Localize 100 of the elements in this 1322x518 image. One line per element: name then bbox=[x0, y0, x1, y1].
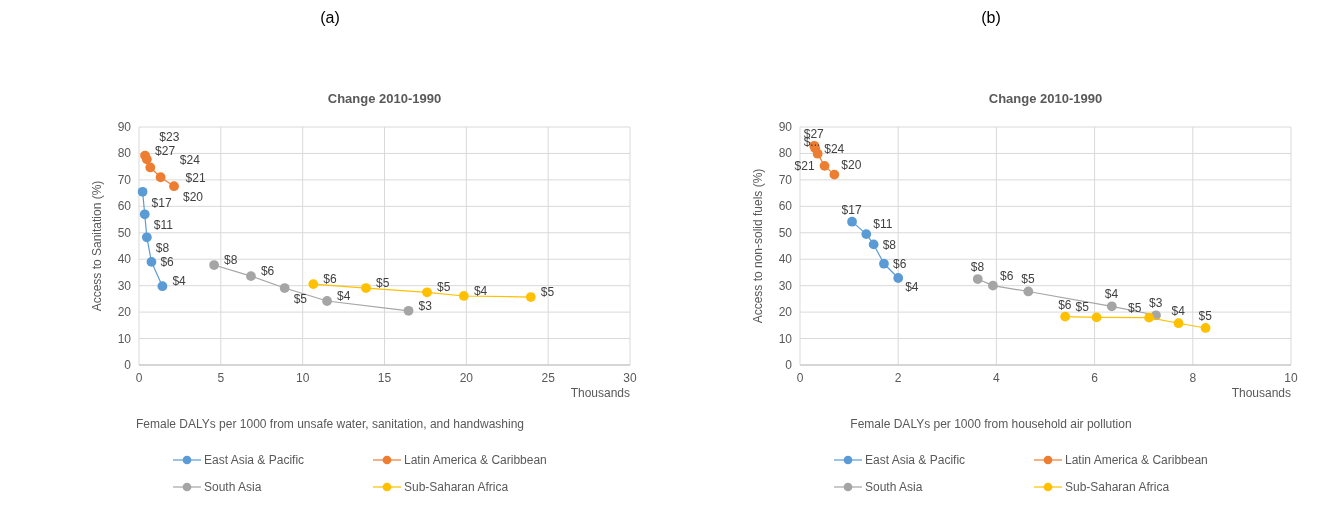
point bbox=[868, 239, 879, 250]
point bbox=[279, 283, 290, 293]
text: (b) bbox=[981, 9, 1001, 26]
point bbox=[308, 279, 319, 289]
annotation: $20 bbox=[183, 190, 204, 205]
point bbox=[209, 260, 220, 270]
y-tick-label: 70 bbox=[117, 172, 132, 187]
y-tick-label: 70 bbox=[778, 172, 793, 187]
annotation: $6 bbox=[892, 257, 907, 272]
y-tick-label: 30 bbox=[117, 278, 132, 293]
annotation: $11 bbox=[153, 218, 174, 233]
annotation: $21 bbox=[794, 159, 815, 174]
legend-label: Sub-Saharan Africa bbox=[404, 480, 509, 494]
text: (a) bbox=[320, 9, 340, 26]
point bbox=[141, 232, 152, 243]
annotation: $5 bbox=[437, 280, 451, 295]
y-tick-label: 60 bbox=[778, 199, 793, 214]
point bbox=[1060, 311, 1071, 322]
point bbox=[861, 229, 872, 239]
point bbox=[1144, 312, 1154, 323]
annotation: $6 bbox=[160, 255, 175, 270]
x-tick-label: 30 bbox=[623, 371, 637, 385]
point bbox=[139, 209, 150, 220]
point bbox=[525, 292, 536, 302]
annotation: $4 bbox=[905, 280, 919, 294]
point bbox=[812, 148, 823, 159]
x-tick-label: 10 bbox=[1284, 371, 1298, 385]
y-tick-label: 0 bbox=[124, 358, 132, 372]
annotation: $20 bbox=[841, 157, 862, 172]
x-tick-label: 2 bbox=[894, 371, 902, 385]
text: Thousands bbox=[1231, 386, 1291, 400]
annotation: $6 bbox=[260, 264, 275, 279]
annotation: $24 bbox=[179, 152, 201, 167]
annotation: $4 bbox=[172, 274, 187, 289]
annotation: $17 bbox=[841, 202, 862, 217]
point bbox=[1106, 301, 1117, 312]
point bbox=[988, 280, 998, 291]
point bbox=[169, 181, 179, 192]
point bbox=[146, 256, 157, 267]
legend-label: East Asia & Pacific bbox=[865, 453, 966, 467]
legend-label: Latin America & Caribbean bbox=[404, 453, 547, 467]
point bbox=[972, 274, 983, 284]
y-tick-label: 10 bbox=[778, 331, 793, 346]
y-axis-title: Access to non-solid fuels (%) bbox=[751, 168, 765, 324]
legend-label: East Asia & Pacific bbox=[204, 453, 305, 467]
y-tick-label: 20 bbox=[117, 305, 132, 320]
annotation: $6 bbox=[999, 268, 1014, 283]
y-tick-label: 80 bbox=[778, 146, 793, 161]
point bbox=[422, 287, 432, 298]
y-tick-label: 60 bbox=[117, 199, 132, 214]
point bbox=[829, 169, 840, 180]
annotation: $6 bbox=[323, 272, 337, 287]
annotation: $24 bbox=[824, 141, 845, 156]
annotation: $27 bbox=[155, 143, 176, 158]
x-tick-label: 4 bbox=[993, 371, 1001, 385]
point bbox=[361, 283, 371, 293]
annotation: $8 bbox=[155, 241, 170, 256]
annotation: $5 bbox=[376, 276, 390, 291]
y-tick-label: 50 bbox=[778, 225, 793, 240]
annotation: $5 bbox=[540, 285, 555, 300]
chart-title: Change 2010-1990 bbox=[988, 91, 1103, 106]
point bbox=[145, 162, 156, 173]
y-tick-label: 20 bbox=[778, 305, 793, 320]
point bbox=[403, 305, 414, 316]
point bbox=[893, 273, 904, 283]
x-tick-label: 0 bbox=[796, 371, 804, 385]
y-tick-label: 90 bbox=[778, 120, 793, 134]
x-tick-label: 8 bbox=[1189, 371, 1197, 385]
annotation: $11 bbox=[873, 217, 893, 232]
legend-label: South Asia bbox=[204, 480, 262, 494]
x-tick-label: 15 bbox=[377, 371, 392, 385]
point bbox=[847, 216, 857, 227]
y-tick-label: 50 bbox=[117, 225, 132, 240]
point bbox=[1200, 323, 1211, 333]
x-axis-title: Female DALYs per 1000 from unsafe water, sanitation, and handwashing bbox=[135, 417, 525, 431]
annotation: $23 bbox=[159, 130, 180, 145]
point bbox=[458, 291, 469, 301]
point bbox=[137, 186, 148, 197]
annotation: $4 bbox=[1104, 287, 1119, 302]
text: Thousands bbox=[570, 386, 630, 400]
annotation: $5 bbox=[1128, 300, 1142, 315]
point bbox=[879, 258, 889, 269]
annotation: $6 bbox=[1058, 297, 1072, 312]
point bbox=[1173, 318, 1184, 329]
chart-title: Change 2010-1990 bbox=[327, 91, 442, 106]
x-tick-label: 0 bbox=[135, 371, 143, 385]
annotation: $8 bbox=[882, 237, 897, 252]
point bbox=[819, 161, 830, 171]
point bbox=[141, 154, 152, 165]
point bbox=[1091, 312, 1102, 323]
point bbox=[1023, 286, 1034, 297]
x-tick-label: 25 bbox=[541, 371, 556, 385]
annotation: $5 bbox=[1198, 308, 1213, 323]
point bbox=[157, 281, 168, 292]
annotation: $8 bbox=[970, 260, 985, 275]
annotation: $5 bbox=[293, 292, 308, 307]
x-tick-label: 6 bbox=[1091, 371, 1099, 385]
x-tick-label: 10 bbox=[295, 371, 310, 385]
legend-label: South Asia bbox=[865, 480, 923, 494]
annotation: $4 bbox=[1171, 304, 1186, 319]
